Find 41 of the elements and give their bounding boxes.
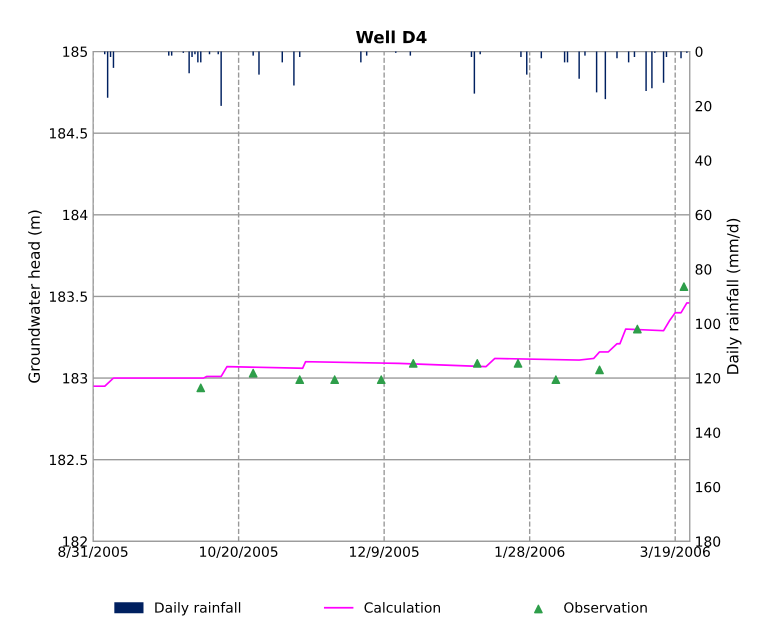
point [551,375,560,384]
y-tick-label: 182 [63,536,87,547]
point [248,368,258,378]
point [514,358,522,368]
y-tick-label: 183 [63,373,88,384]
y-axis-title: Groundwater head (m) [28,210,42,383]
legend-label: Daily rainfall [155,602,240,616]
x-tick-label: 1/28/2006 [496,546,564,558]
point [408,358,418,368]
y2-tick-label: 180 [696,536,720,547]
point [680,282,688,291]
point [632,324,642,334]
y2-tick-label: 140 [696,427,720,438]
x-tick-label: 12/9/2005 [350,546,419,558]
y2-tick-label: 100 [696,318,720,330]
point [330,375,340,384]
line-series [93,302,690,388]
y-tick-label: 184 [63,210,88,220]
y2-tick-label: 20 [696,100,712,112]
x-tick-label: 3/19/2006 [640,546,710,558]
legend-label: Calculation [364,602,440,613]
legend-label: Observation [564,602,647,613]
y2-tick-label: 40 [695,155,712,166]
point [595,366,604,374]
y-tick-label: 182.5 [50,454,88,466]
y2-tick-label: 0 [696,46,703,57]
y2-tick-label: 160 [696,482,720,492]
y-tick-label: 184.5 [50,128,88,139]
x-tick-label: 10/20/2005 [200,546,278,558]
point [295,375,304,384]
point [196,383,206,392]
y-tick-label: 185 [63,46,88,57]
x-tick-label: 8/31/2005 [58,546,128,558]
chart-title: Well D4 [356,30,427,44]
y2-tick-label: 60 [696,210,712,220]
y2-axis-title: Daily rainfall (mm/d) [726,218,742,374]
y2-tick-label: 80 [696,264,712,275]
point [376,375,386,384]
y2-tick-label: 120 [696,373,720,384]
y-tick-label: 183.5 [50,291,88,302]
point [472,358,482,368]
